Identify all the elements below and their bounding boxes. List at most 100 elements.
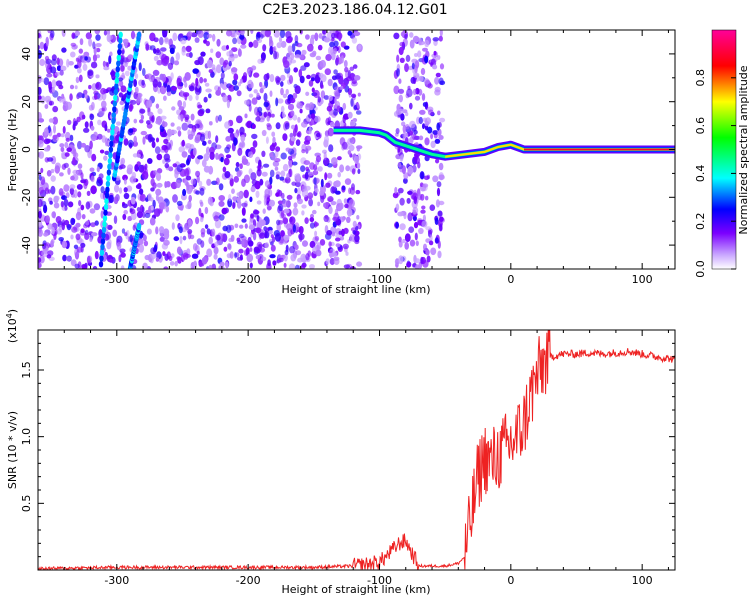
heatmap-blob — [226, 30, 233, 37]
heatmap-blob — [330, 201, 337, 206]
heatmap-blob — [298, 233, 305, 241]
heatmap-blob — [185, 159, 190, 166]
heatmap-blob — [351, 93, 357, 99]
heatmap-blob — [179, 235, 183, 245]
colorbar-tick-label: 0.8 — [694, 69, 707, 87]
heatmap-blob — [90, 175, 95, 183]
heatmap-blob — [149, 76, 155, 83]
heatmap-blob — [158, 202, 165, 210]
heatmap-blob — [256, 92, 260, 98]
heatmap-blob — [327, 78, 333, 87]
heatmap-blob — [264, 188, 271, 197]
heatmap-blob — [354, 75, 361, 81]
heatmap-blob — [47, 223, 53, 230]
heatmap-blob — [39, 41, 45, 50]
heatmap-blob — [349, 234, 354, 242]
heatmap-blob — [255, 227, 262, 234]
heatmap-blob — [280, 192, 285, 199]
heatmap-streak-mark — [116, 54, 122, 61]
x-tick-label: 0 — [507, 574, 514, 587]
heatmap-blob — [44, 104, 49, 109]
heatmap-streak-mark — [108, 152, 113, 159]
heatmap-blob — [412, 88, 417, 96]
heatmap-blob — [278, 36, 283, 43]
heatmap-blob — [59, 69, 64, 76]
heatmap-blob — [214, 241, 219, 247]
heatmap-blob — [51, 226, 55, 235]
heatmap-blob — [429, 204, 436, 211]
heatmap-blob — [82, 63, 88, 71]
heatmap-blob — [160, 115, 167, 120]
heatmap-blob — [427, 109, 434, 116]
heatmap-blob — [96, 82, 100, 89]
heatmap-blob — [297, 116, 301, 123]
heatmap-blob — [238, 248, 244, 254]
heatmap-blob — [38, 262, 42, 268]
heatmap-blob — [404, 241, 410, 250]
heatmap-blob — [218, 183, 224, 191]
heatmap-blob — [407, 212, 413, 222]
heatmap-blob — [142, 136, 146, 145]
heatmap-blob — [304, 171, 309, 180]
heatmap-blob — [208, 236, 213, 245]
heatmap-blob — [403, 177, 408, 184]
heatmap-blob — [421, 205, 426, 210]
heatmap-blob — [277, 257, 284, 263]
heatmap-blob — [289, 168, 293, 178]
heatmap-blob — [62, 125, 66, 134]
heatmap-blob — [116, 121, 121, 126]
heatmap-blob — [422, 47, 428, 52]
snr-y-label: SNR (10 * v/v) — [6, 411, 19, 489]
heatmap-blob — [157, 81, 162, 88]
heatmap-blob — [323, 37, 331, 43]
heatmap-blob — [195, 170, 201, 178]
heatmap-blob — [80, 228, 85, 233]
heatmap-blob — [433, 50, 437, 56]
heatmap-blob — [337, 45, 341, 54]
heatmap-blob — [248, 151, 254, 159]
heatmap-blob — [184, 116, 189, 123]
heatmap-blob — [356, 146, 361, 152]
heatmap-blob — [355, 189, 361, 195]
heatmap-blob — [101, 100, 107, 109]
heatmap-blob — [300, 165, 306, 173]
heatmap-blob — [282, 93, 288, 99]
heatmap-blob — [248, 93, 254, 98]
heatmap-blob — [228, 84, 235, 92]
heatmap-blob — [240, 134, 246, 142]
heatmap-blob — [38, 151, 45, 159]
heatmap-blob — [75, 233, 81, 241]
heatmap-blob — [63, 162, 69, 169]
heatmap-streak-mark — [105, 186, 110, 193]
heatmap-blob — [312, 50, 317, 56]
heatmap-blob — [69, 93, 73, 101]
heatmap-blob — [296, 42, 303, 48]
heatmap-blob — [400, 113, 405, 121]
heatmap-blob — [437, 110, 441, 116]
heatmap-blob — [66, 224, 72, 231]
heatmap-blob — [290, 136, 296, 142]
heatmap-blob — [408, 226, 415, 233]
heatmap-streak-mark — [109, 140, 114, 147]
heatmap-blob — [95, 54, 100, 59]
heatmap-blob — [291, 181, 297, 186]
heatmap-blob — [85, 201, 91, 210]
heatmap-blob — [156, 182, 163, 188]
heatmap-blob — [293, 202, 298, 208]
heatmap-blob — [66, 58, 70, 68]
heatmap-blob — [232, 202, 236, 209]
heatmap-blob — [415, 264, 420, 269]
heatmap-blob — [245, 121, 252, 128]
y-tick-label: 0.5 — [20, 495, 33, 513]
heatmap-blob — [70, 234, 74, 240]
heatmap-blob — [41, 249, 48, 258]
heatmap-blob — [81, 214, 86, 220]
heatmap-blob — [234, 223, 239, 229]
heatmap-blob — [327, 163, 333, 168]
heatmap-blob — [412, 35, 420, 43]
heatmap-blob — [233, 31, 237, 38]
heatmap-blob — [301, 204, 307, 209]
heatmap-blob — [241, 207, 246, 216]
heatmap-blob — [300, 264, 306, 269]
heatmap-streak-mark — [108, 146, 114, 153]
